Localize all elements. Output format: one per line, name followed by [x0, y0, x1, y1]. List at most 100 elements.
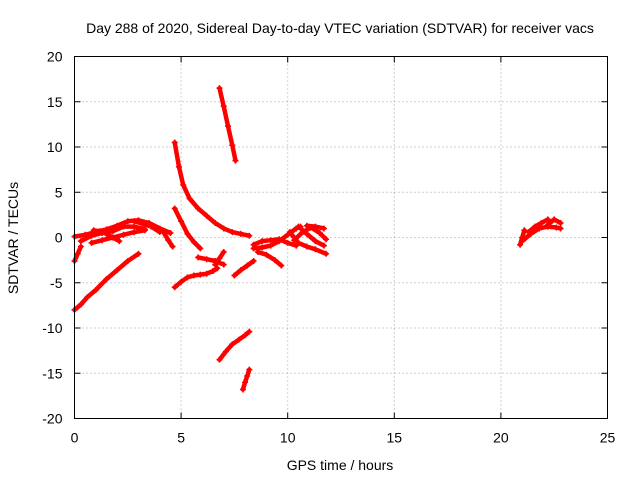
data-point	[320, 242, 327, 249]
data-point	[184, 274, 191, 281]
data-point	[74, 250, 81, 257]
y-tick-label: -10	[42, 320, 62, 336]
data-point	[124, 218, 131, 225]
data-point	[239, 386, 246, 393]
data-point	[246, 328, 253, 335]
data-point	[237, 230, 244, 237]
data-point	[165, 237, 172, 244]
data-point	[246, 366, 253, 373]
y-tick-label: 15	[47, 94, 63, 110]
data-point	[220, 261, 227, 268]
data-point	[103, 230, 110, 237]
data-point	[77, 243, 84, 250]
x-tick-label: 10	[280, 430, 296, 446]
data-point	[250, 241, 257, 248]
data-point	[544, 221, 551, 228]
data-point	[242, 379, 249, 386]
data-point	[120, 223, 127, 230]
y-tick-label: 20	[47, 49, 63, 65]
data-point	[259, 244, 266, 251]
data-point	[220, 225, 227, 232]
data-point	[156, 229, 163, 236]
data-point	[88, 239, 95, 246]
data-point	[178, 278, 185, 285]
data-point	[216, 255, 223, 262]
data-point	[312, 246, 319, 253]
data-point	[197, 245, 204, 252]
data-point	[284, 239, 291, 246]
data-point	[232, 157, 239, 164]
data-point	[92, 286, 99, 293]
data-point	[77, 301, 84, 308]
data-point	[222, 348, 229, 355]
plot-frame	[74, 56, 608, 419]
data-point	[246, 232, 253, 239]
data-point	[229, 341, 236, 348]
series-arc-27	[526, 217, 551, 235]
data-point	[190, 272, 197, 279]
data-point	[220, 103, 227, 110]
data-point	[235, 336, 242, 343]
data-point	[161, 229, 168, 236]
data-point	[267, 237, 274, 244]
data-point	[135, 250, 142, 257]
data-point	[225, 123, 232, 130]
data-point	[184, 230, 191, 237]
data-point	[171, 284, 178, 291]
data-point	[212, 261, 219, 268]
data-point	[229, 142, 236, 149]
series-arc-16	[240, 367, 252, 392]
y-axis-label: SDTVAR / TECUs	[5, 182, 21, 294]
data-point	[231, 272, 238, 279]
data-point	[131, 218, 138, 225]
data-point	[103, 276, 110, 283]
series-arc-17	[232, 258, 256, 278]
data-point	[220, 248, 227, 255]
data-point	[216, 356, 223, 363]
data-point	[557, 225, 564, 232]
data-point	[212, 220, 219, 227]
data-point	[551, 216, 558, 223]
data-point	[97, 228, 104, 235]
data-point	[303, 243, 310, 250]
data-point	[557, 220, 564, 227]
data-point	[131, 229, 138, 236]
data-point	[109, 234, 116, 241]
data-point	[242, 332, 249, 339]
data-point	[203, 256, 210, 263]
data-point	[88, 232, 95, 239]
x-tick-label: 5	[177, 430, 185, 446]
data-point	[244, 372, 251, 379]
data-point	[210, 267, 217, 274]
data-point	[278, 262, 285, 269]
data-point	[178, 218, 185, 225]
data-point	[195, 205, 202, 212]
data-point	[295, 239, 302, 246]
series-arc-1	[72, 251, 141, 313]
data-point	[175, 163, 182, 170]
data-point	[271, 257, 278, 264]
data-point	[120, 231, 127, 238]
data-point	[114, 267, 121, 274]
data-point	[139, 220, 146, 227]
data-point	[203, 212, 210, 219]
data-point	[316, 229, 323, 236]
data-point	[124, 258, 131, 265]
series-layer	[71, 85, 564, 393]
data-point	[197, 271, 204, 278]
data-point	[519, 238, 526, 245]
data-point	[169, 243, 176, 250]
tick-layer: 0 5 10 15 20 25 -20 -15 -10 -5 0 5 10 15 20	[42, 49, 615, 446]
series-arc-7	[131, 218, 163, 235]
series-arc-3	[72, 218, 173, 239]
data-point	[312, 238, 319, 245]
data-point	[323, 250, 330, 257]
data-point	[517, 241, 524, 248]
data-point	[90, 227, 97, 234]
data-point	[99, 237, 106, 244]
data-point	[84, 294, 91, 301]
data-point	[263, 251, 270, 258]
data-point	[171, 205, 178, 212]
data-point	[538, 220, 545, 227]
